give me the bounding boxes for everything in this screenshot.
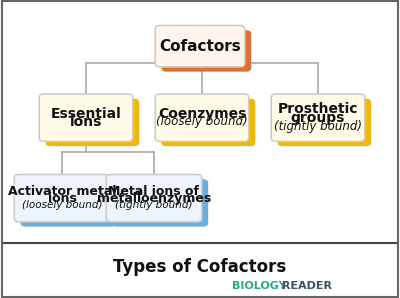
Text: metalloenzymes: metalloenzymes	[97, 192, 211, 205]
Text: BIOLOGY: BIOLOGY	[232, 281, 287, 291]
FancyBboxPatch shape	[39, 94, 133, 142]
Text: (loosely bound): (loosely bound)	[22, 200, 102, 210]
Text: (tightly bound): (tightly bound)	[274, 119, 362, 133]
Text: Cofactors: Cofactors	[159, 39, 241, 54]
Text: (loosely bound): (loosely bound)	[156, 115, 248, 128]
FancyBboxPatch shape	[155, 26, 245, 67]
Text: Activator metal: Activator metal	[8, 184, 116, 198]
FancyBboxPatch shape	[271, 94, 365, 142]
FancyBboxPatch shape	[162, 99, 255, 146]
Text: groups: groups	[291, 111, 345, 125]
Text: Coenzymes: Coenzymes	[158, 107, 246, 120]
FancyBboxPatch shape	[106, 175, 202, 222]
Text: Prosthetic: Prosthetic	[278, 103, 358, 116]
FancyBboxPatch shape	[46, 99, 139, 146]
Text: READER: READER	[278, 281, 332, 291]
FancyBboxPatch shape	[14, 175, 110, 222]
FancyBboxPatch shape	[162, 30, 251, 72]
FancyBboxPatch shape	[113, 179, 208, 226]
Text: Metal ions of: Metal ions of	[108, 184, 200, 198]
Text: ions: ions	[70, 115, 102, 129]
FancyBboxPatch shape	[278, 99, 371, 146]
Text: Types of Cofactors: Types of Cofactors	[113, 258, 287, 276]
Text: ions: ions	[48, 192, 76, 205]
FancyBboxPatch shape	[155, 94, 249, 142]
FancyBboxPatch shape	[21, 179, 116, 226]
Text: (tightly bound): (tightly bound)	[115, 200, 193, 210]
Text: Essential: Essential	[51, 107, 121, 120]
